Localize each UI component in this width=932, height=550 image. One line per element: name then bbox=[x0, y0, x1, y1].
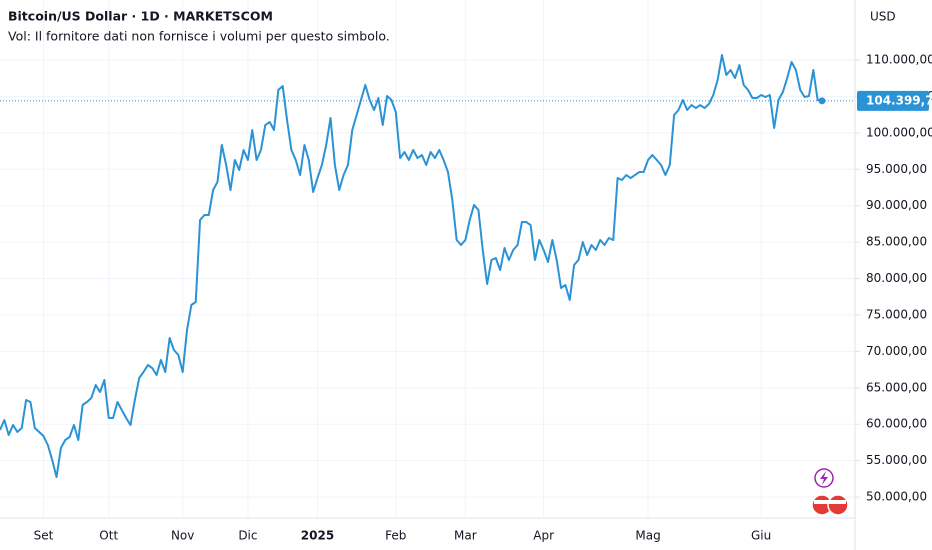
currency-label[interactable]: USD bbox=[870, 10, 896, 24]
chart-subtitle: Vol: Il fornitore dati non fornisce i vo… bbox=[8, 29, 390, 44]
y-tick-label: 80.000,00 bbox=[866, 271, 927, 285]
x-tick-label: Ott bbox=[99, 529, 118, 543]
y-tick-label: 90.000,00 bbox=[866, 198, 927, 212]
event-icons[interactable] bbox=[811, 468, 849, 516]
y-tick-label: 70.000,00 bbox=[866, 344, 927, 358]
chart-title: Bitcoin/US Dollar · 1D · MARKETSCOM bbox=[8, 9, 273, 24]
y-tick-label: 75.000,00 bbox=[866, 307, 927, 321]
x-tick-label: Mag bbox=[635, 529, 660, 543]
plot-area bbox=[0, 54, 855, 478]
y-tick-label: 100.000,00 bbox=[866, 125, 932, 139]
flag-stripe bbox=[830, 500, 846, 504]
lightning-icon bbox=[820, 471, 828, 485]
x-tick-label: Giu bbox=[751, 529, 771, 543]
y-tick-label: 110.000,00 bbox=[866, 53, 932, 67]
flag-stripe bbox=[814, 500, 830, 504]
x-tick-label: 2025 bbox=[301, 529, 334, 543]
y-tick-label: 85.000,00 bbox=[866, 235, 927, 249]
y-tick-label: 55.000,00 bbox=[866, 453, 927, 467]
flag-icon[interactable] bbox=[827, 494, 849, 516]
x-tick-label: Apr bbox=[533, 529, 554, 543]
y-tick-label: 65.000,00 bbox=[866, 380, 927, 394]
x-tick-label: Nov bbox=[171, 529, 194, 543]
last-price-box bbox=[857, 90, 929, 111]
grid-layer bbox=[0, 0, 855, 518]
y-tick-label: 60.000,00 bbox=[866, 417, 927, 431]
x-tick-label: Feb bbox=[385, 529, 406, 543]
x-tick-label: Set bbox=[34, 529, 54, 543]
price-line bbox=[0, 54, 823, 478]
x-tick-label: Dic bbox=[238, 529, 257, 543]
y-tick-label: 95.000,00 bbox=[866, 162, 927, 176]
y-tick-label: 50.000,00 bbox=[866, 490, 927, 504]
x-tick-label: Mar bbox=[454, 529, 477, 543]
last-price-label: 104.399,73 bbox=[866, 93, 932, 107]
axis-layer: 50.000,00 55.000,00 60.000,00 65.000,00 70.0… bbox=[34, 53, 932, 543]
